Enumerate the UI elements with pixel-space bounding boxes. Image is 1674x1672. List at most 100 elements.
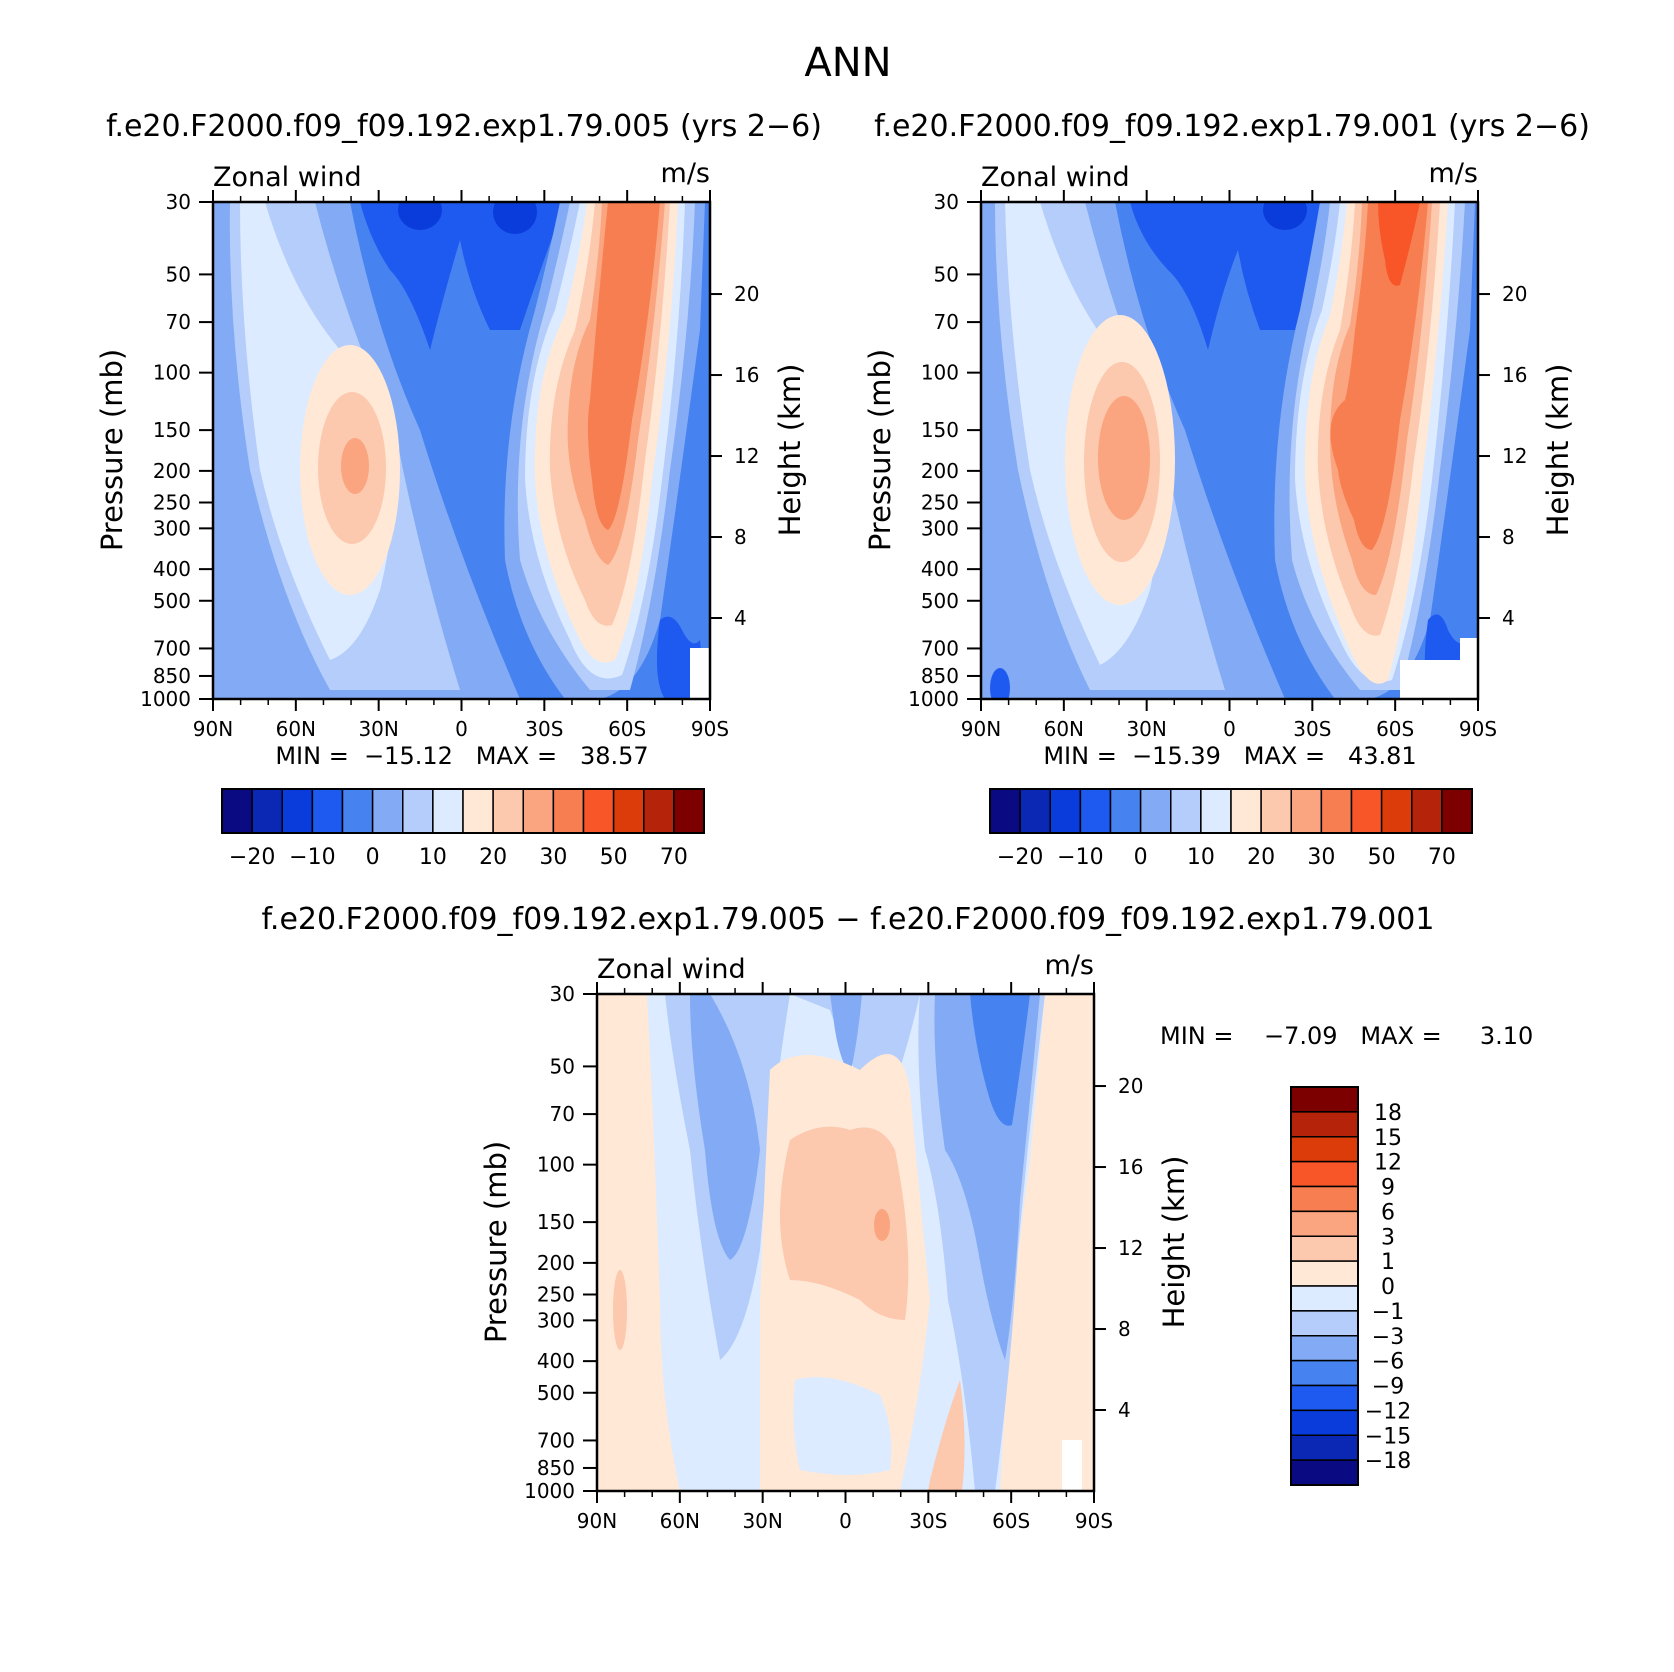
colorbar-label: 30 <box>1307 845 1335 870</box>
y2-tick-label: 8 <box>1118 1317 1131 1341</box>
colorbar-frame <box>221 788 705 834</box>
y-tick-label: 700 <box>921 636 959 660</box>
x-tick-label: 0 <box>455 717 468 741</box>
colorbar-box <box>1290 1434 1359 1461</box>
y2-tick-label: 12 <box>734 444 759 468</box>
y-tick-label: 700 <box>537 1428 575 1452</box>
x-tick-label: 90N <box>193 717 233 741</box>
colorbar-box <box>582 788 615 834</box>
panel2-easterly-core <box>1263 202 1307 230</box>
panel3-y-axis-title: Pressure (mb) <box>479 1141 513 1343</box>
panel1-axes: 3050701001502002503004005007008501000481… <box>140 190 759 741</box>
y2-tick-label: 16 <box>734 363 759 387</box>
colorbar-box <box>1290 1210 1359 1237</box>
colorbar-label: 70 <box>1428 845 1456 870</box>
y-tick-label: 150 <box>537 1210 575 1234</box>
y-tick-label: 1000 <box>140 687 191 711</box>
y2-tick-label: 12 <box>1502 444 1527 468</box>
panel2-case-title: f.e20.F2000.f09_f09.192.exp1.79.001 (yrs… <box>874 109 1590 144</box>
colorbar-box <box>1320 788 1353 834</box>
y-tick-label: 30 <box>166 190 191 214</box>
panel3-units-label: m/s <box>1045 950 1094 981</box>
colorbar-label: 3 <box>1381 1225 1395 1250</box>
y-tick-label: 400 <box>537 1349 575 1373</box>
panel3-positive-core <box>780 1126 909 1320</box>
figure-title: ANN <box>804 40 891 86</box>
y-tick-label: 300 <box>921 516 959 540</box>
colorbar-box <box>1290 1086 1359 1113</box>
y-tick-label: 200 <box>537 1251 575 1275</box>
panel-3: 3050701001502002503004005007008501000481… <box>479 950 1533 1533</box>
x-tick-label: 30N <box>1126 717 1166 741</box>
colorbar-box <box>1290 1111 1359 1138</box>
x-tick-label: 90N <box>961 717 1001 741</box>
colorbar-label: 70 <box>660 845 688 870</box>
y-tick-label: 100 <box>921 361 959 385</box>
colorbar-label: 0 <box>366 845 380 870</box>
x-tick-label: 30S <box>525 717 563 741</box>
colorbar-box <box>1290 1235 1359 1262</box>
panel2-contour-fill <box>981 202 1478 699</box>
y2-tick-label: 4 <box>734 606 747 630</box>
colorbar-box <box>1290 1185 1359 1213</box>
colorbar-label: 9 <box>1381 1176 1395 1201</box>
colorbar-box <box>1290 1459 1359 1486</box>
panel3-min-max: MIN = −7.09 MAX = 3.10 <box>1160 1022 1533 1050</box>
y-tick-label: 30 <box>550 982 575 1006</box>
colorbar-box <box>1290 1384 1359 1412</box>
x-tick-label: 90N <box>577 1509 617 1533</box>
panel3-y2-axis-title: Height (km) <box>1157 1156 1191 1329</box>
colorbar-box <box>1290 1285 1359 1312</box>
colorbar-box <box>1260 788 1292 834</box>
colorbar-label: 12 <box>1374 1151 1402 1176</box>
panel3-positive-cell <box>874 1209 890 1241</box>
panel3-eq-negative-core <box>830 994 862 1075</box>
y2-tick-label: 4 <box>1502 606 1515 630</box>
y-tick-label: 100 <box>153 361 191 385</box>
y-tick-label: 70 <box>550 1102 575 1126</box>
colorbar-box <box>1411 788 1443 834</box>
panel2-tropical-easterly <box>1130 202 1335 350</box>
colorbar-label: 10 <box>1187 845 1215 870</box>
colorbar-box <box>1139 788 1172 834</box>
colorbar-box <box>643 788 675 834</box>
y-tick-label: 300 <box>537 1308 575 1332</box>
y2-tick-label: 20 <box>1502 282 1527 306</box>
y-tick-label: 50 <box>166 262 191 286</box>
x-tick-label: 0 <box>839 1509 852 1533</box>
colorbar-label: −20 <box>229 845 275 870</box>
panel3-sh-negative-core <box>970 994 1030 1126</box>
colorbar-label: 50 <box>1368 845 1396 870</box>
panel2-surface-cell <box>990 668 1010 699</box>
x-tick-label: 30N <box>742 1509 782 1533</box>
panel1-variable-label: Zonal wind <box>213 162 362 193</box>
y-tick-label: 200 <box>921 459 959 483</box>
colorbar-label: −3 <box>1372 1325 1404 1350</box>
y-tick-label: 1000 <box>524 1479 575 1503</box>
y2-tick-label: 16 <box>1502 363 1527 387</box>
colorbar-box <box>251 788 283 834</box>
colorbar-label: 6 <box>1381 1200 1395 1225</box>
colorbar-box <box>1170 788 1202 834</box>
panel2-sh-jet-core <box>1378 202 1420 286</box>
y-tick-label: 200 <box>153 459 191 483</box>
panel1-missing-data <box>690 648 710 699</box>
y2-tick-label: 16 <box>1118 1155 1143 1179</box>
colorbar-box <box>989 788 1021 834</box>
panel-2: 3050701001502002503004005007008501000481… <box>863 158 1575 870</box>
x-tick-label: 60N <box>1044 717 1084 741</box>
colorbar-label: −10 <box>1057 845 1103 870</box>
panel2-min-max: MIN = −15.39 MAX = 43.81 <box>1043 742 1416 770</box>
y-tick-label: 500 <box>921 589 959 613</box>
x-tick-label: 60N <box>660 1509 700 1533</box>
colorbar-box <box>1049 788 1082 834</box>
y-tick-label: 250 <box>153 491 191 515</box>
colorbar-box <box>221 788 253 834</box>
x-tick-label: 0 <box>1223 717 1236 741</box>
colorbar-label: −18 <box>1365 1449 1411 1474</box>
panel2-nh-jet-core <box>1098 396 1150 520</box>
panel2-missing-data <box>1400 660 1470 699</box>
panel3-missing-data <box>1062 1440 1082 1491</box>
colorbar-label: −10 <box>289 845 335 870</box>
